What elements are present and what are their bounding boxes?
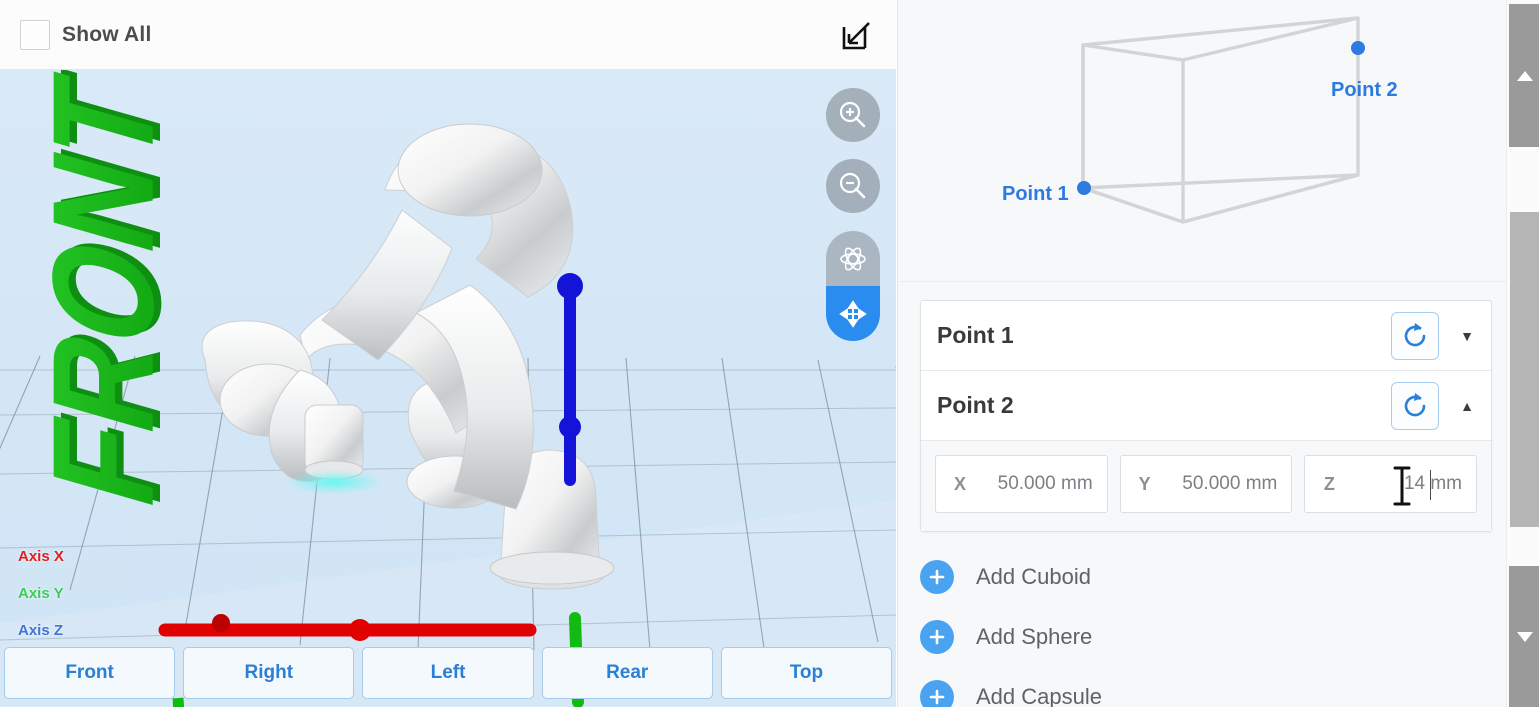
axis-y-label: Axis Y	[18, 585, 64, 602]
pan-icon[interactable]	[826, 286, 880, 341]
y-field-value: 50.000 mm	[1182, 473, 1278, 494]
cuboid-wireframe-icon	[1077, 16, 1365, 224]
point-1-reset-icon[interactable]	[1391, 311, 1439, 360]
plus-icon	[920, 620, 954, 654]
view-button-top[interactable]: Top	[720, 647, 893, 699]
scroll-down-button[interactable]	[1509, 566, 1539, 707]
inspector-panel: Point 1 Point 2 Point 1 ▼ Point 2	[897, 0, 1506, 707]
y-field[interactable]: Y 50.000 mm	[1119, 455, 1293, 513]
viewer-header: Show All	[0, 0, 896, 70]
point-1-title: Point 1	[937, 322, 1014, 348]
x-field[interactable]: X 50.000 mm	[935, 455, 1108, 513]
axis-x-label: Axis X	[18, 548, 64, 565]
point-2-title: Point 2	[937, 392, 1014, 418]
add-capsule-button[interactable]: Add Capsule	[920, 667, 1480, 707]
show-all-row[interactable]: Show All	[20, 20, 152, 50]
x-field-label: X	[953, 473, 966, 494]
svg-text:FRONT: FRONT	[30, 70, 191, 519]
view-preset-buttons: Front Right Left Rear Top	[0, 647, 896, 699]
point-row-1[interactable]: Point 1 ▼	[921, 301, 1491, 371]
plus-icon	[920, 560, 954, 594]
show-all-checkbox[interactable]	[20, 20, 50, 50]
text-caret	[1430, 470, 1432, 500]
point-2-chevron-up-icon[interactable]: ▲	[1460, 397, 1474, 414]
view-button-front[interactable]: Front	[4, 647, 176, 699]
add-sphere-label: Add Sphere	[976, 624, 1093, 649]
3d-viewer-pane: Show All	[0, 0, 896, 707]
3d-viewport[interactable]: FRONT FRONT Axis X Axis Y	[0, 70, 896, 707]
scrollbar-thumb[interactable]	[1510, 212, 1539, 527]
points-card: Point 1 ▼ Point 2 ▲	[920, 300, 1492, 532]
axis-legend: Axis X Axis Y Axis Z	[18, 538, 64, 649]
scene-graphics: FRONT FRONT	[0, 70, 896, 707]
add-shape-list: Add Cuboid Add Sphere Ad	[920, 547, 1480, 707]
x-field-value: 50.000 mm	[997, 473, 1093, 494]
navigation-mode-toggle[interactable]	[826, 231, 880, 341]
add-cuboid-label: Add Cuboid	[976, 564, 1091, 589]
z-field[interactable]: Z 14 mm	[1304, 455, 1478, 513]
zoom-in-icon[interactable]	[826, 88, 880, 142]
zoom-out-icon[interactable]	[826, 159, 880, 213]
cuboid-preview: Point 1 Point 2	[898, 0, 1506, 282]
svg-text:FRONT: FRONT	[22, 70, 183, 522]
vertical-scrollbar[interactable]	[1506, 0, 1539, 707]
axis-z-label: Axis Z	[18, 622, 64, 639]
point-2-reset-icon[interactable]	[1391, 381, 1439, 430]
collapse-arrow-icon[interactable]	[836, 14, 878, 56]
orbit-icon[interactable]	[826, 231, 880, 286]
view-button-left[interactable]: Left	[362, 647, 534, 699]
add-capsule-label: Add Capsule	[976, 684, 1102, 707]
point1-marker	[1077, 181, 1091, 195]
point2-marker	[1351, 41, 1365, 55]
view-button-rear[interactable]: Rear	[541, 647, 713, 699]
scroll-up-button[interactable]	[1509, 4, 1539, 147]
preview-point1-label: Point 1	[1002, 183, 1069, 205]
point-row-2[interactable]: Point 2 ▲	[921, 371, 1491, 441]
view-button-right[interactable]: Right	[183, 647, 355, 699]
z-field-label: Z	[1323, 473, 1335, 494]
preview-point2-label: Point 2	[1331, 79, 1398, 101]
add-cuboid-button[interactable]: Add Cuboid	[920, 547, 1480, 607]
z-field-value: 14 mm	[1403, 473, 1463, 494]
point-1-chevron-down-icon[interactable]: ▼	[1460, 327, 1474, 344]
y-field-label: Y	[1138, 473, 1151, 494]
show-all-label: Show All	[62, 23, 152, 46]
add-sphere-button[interactable]: Add Sphere	[920, 607, 1480, 667]
plus-icon	[920, 680, 954, 707]
point-2-coordinate-fields: X 50.000 mm Y 50.000 mm Z 14 mm	[921, 441, 1491, 531]
